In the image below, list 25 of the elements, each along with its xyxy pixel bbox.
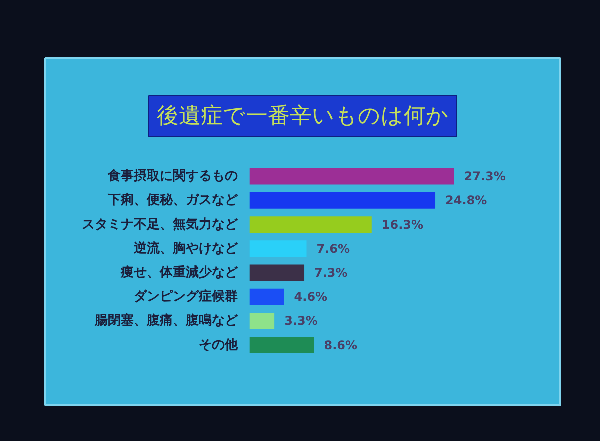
bar: [250, 216, 372, 233]
y-tick-label: 食事摂取に関するもの: [106, 169, 238, 184]
bar: [250, 192, 436, 209]
data-label: 27.3%: [464, 170, 506, 184]
data-label: 24.8%: [446, 194, 488, 208]
chart-title: 後遺症で一番辛いものは何か: [157, 104, 449, 129]
bar: [250, 168, 454, 185]
bar: [250, 312, 275, 330]
y-tick-label: 下痢、便秘、ガスなど: [106, 192, 239, 208]
y-tick-label: スタミナ不足、無気力など: [82, 217, 239, 232]
data-label: 4.6%: [294, 290, 328, 304]
data-label: 7.3%: [314, 266, 348, 280]
bar: [250, 240, 307, 258]
data-label: 3.3%: [284, 314, 318, 328]
bar: [250, 264, 305, 282]
y-tick-label: 痩せ、体重減少など: [120, 264, 239, 280]
data-label: 7.6%: [316, 242, 350, 256]
bar: [250, 337, 314, 354]
data-label: 8.6%: [324, 338, 358, 352]
y-tick-label: その他: [198, 338, 239, 353]
y-tick-label: ダンピング症候群: [134, 288, 238, 305]
data-label: 16.3%: [382, 218, 424, 232]
y-tick-label: 腸閉塞、腹痛、腹鳴など: [94, 312, 239, 329]
bar: [250, 288, 284, 306]
y-tick-label: 逆流、胸やけなど: [132, 240, 239, 256]
